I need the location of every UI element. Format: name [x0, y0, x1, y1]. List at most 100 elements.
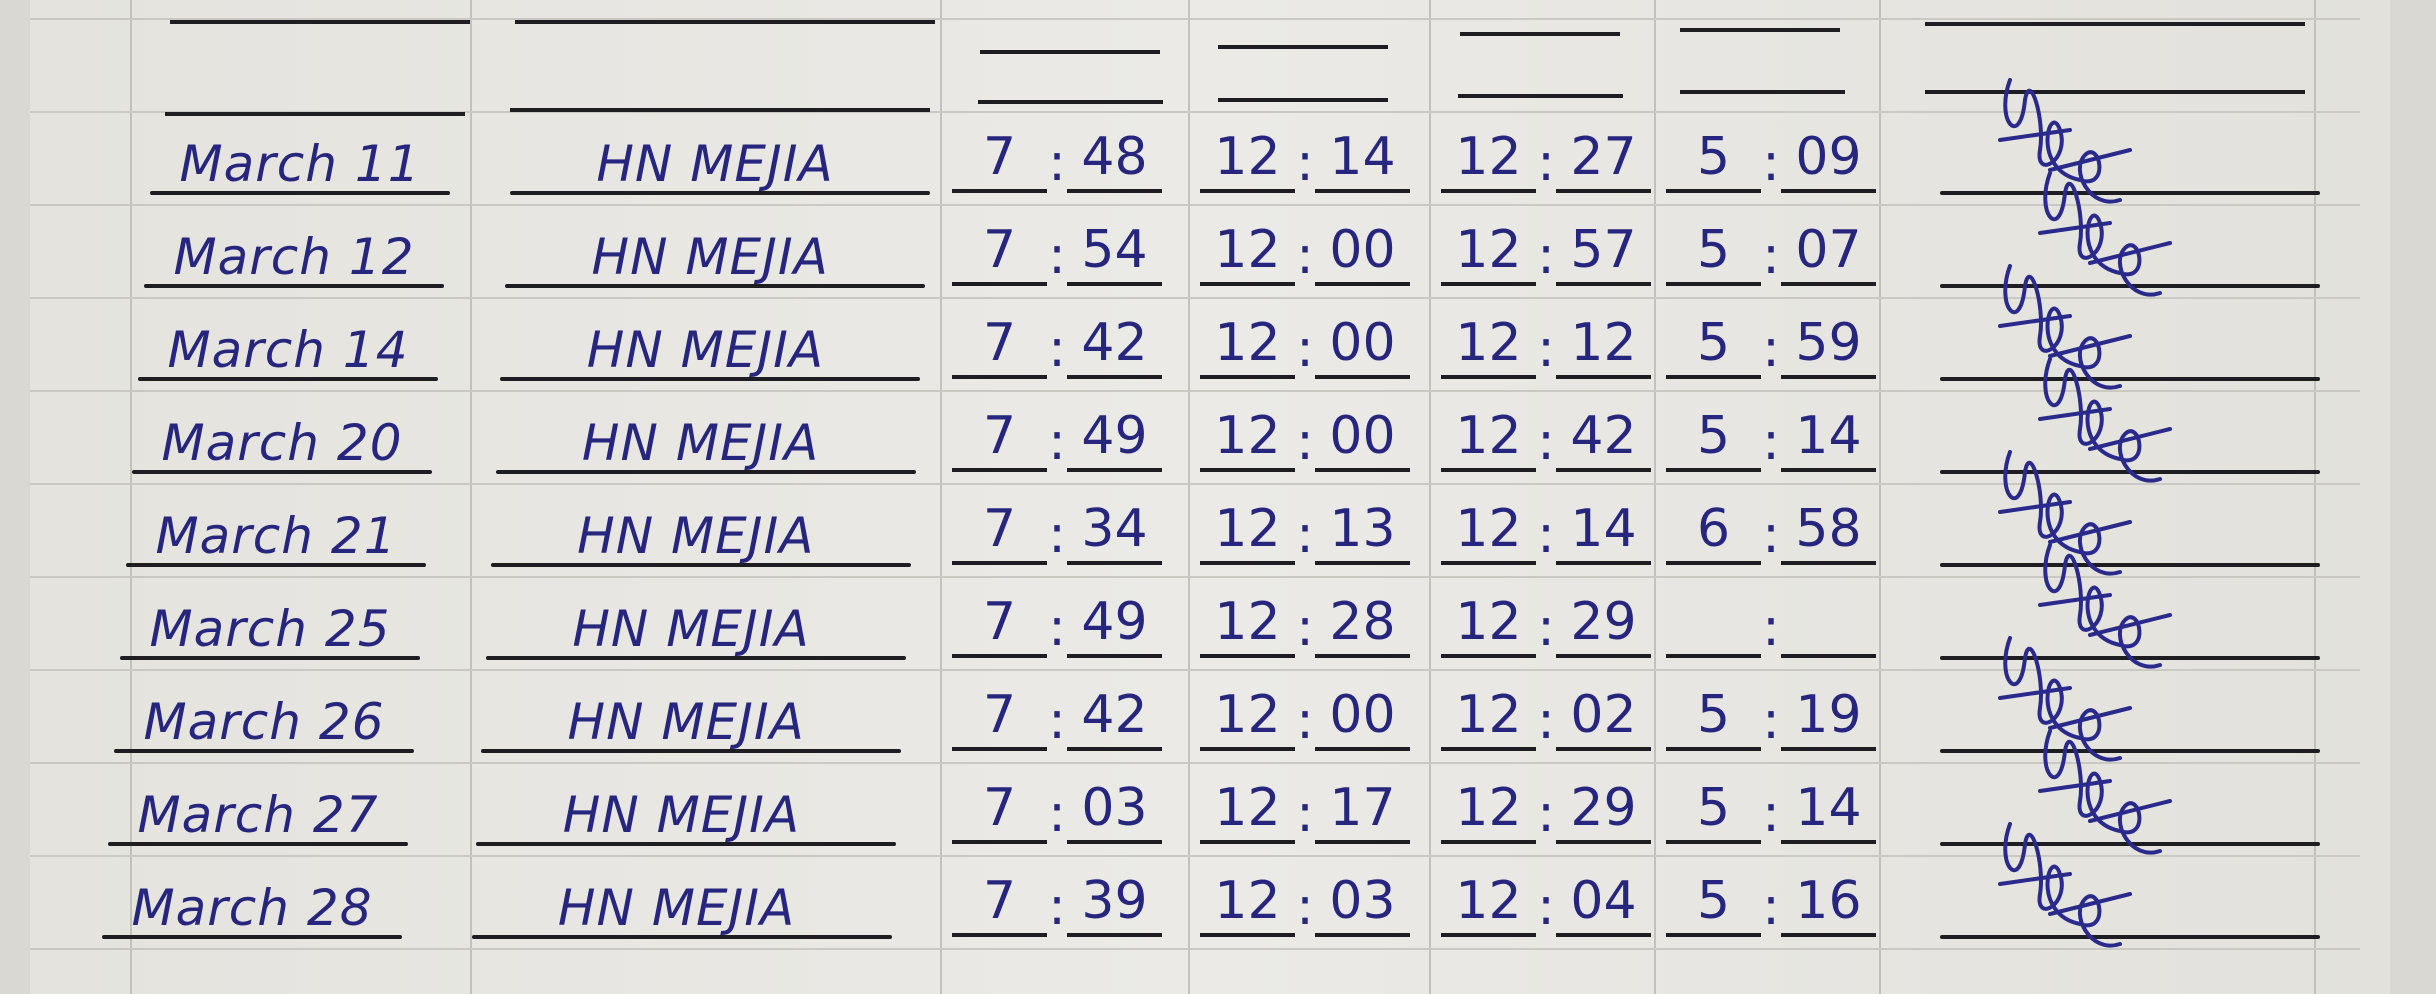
colon: :: [1537, 784, 1555, 844]
time-out-time: 6:58: [1666, 499, 1876, 565]
lunch-in-time: 12:42: [1441, 406, 1651, 472]
lunch-in-time: 12:29: [1441, 778, 1651, 844]
signature-icon: [1998, 264, 2132, 390]
colon: :: [1762, 598, 1780, 658]
time-in-time: 7:49: [952, 592, 1162, 658]
signature-underline: [1940, 935, 2320, 939]
blank-underline: [980, 50, 1160, 54]
blank-underline: [1680, 90, 1845, 94]
minute: 12: [1556, 313, 1651, 379]
grid-row-line: [30, 204, 2360, 206]
minute: 00: [1315, 313, 1410, 379]
date-cell: March 25: [149, 600, 391, 658]
grid-column-line: [1429, 0, 1431, 994]
minute: 13: [1315, 499, 1410, 565]
colon: :: [1296, 226, 1314, 286]
table-row: March 28 HN MEJIA 7:39 12:03 12:04 5:16: [0, 822, 2436, 948]
colon: :: [1296, 319, 1314, 379]
lunch-in-time: 12:29: [1441, 592, 1651, 658]
minute: 00: [1315, 685, 1410, 751]
minute: 54: [1067, 220, 1162, 286]
colon: :: [1048, 691, 1066, 751]
minute: 58: [1781, 499, 1876, 565]
grid-column-line: [1879, 0, 1881, 994]
hour: 5: [1666, 313, 1761, 379]
table-row: March 26 HN MEJIA 7:42 12:00 12:02 5:19: [0, 636, 2436, 762]
minute: [1781, 652, 1876, 658]
hour: 7: [952, 871, 1047, 937]
time-out-time: 5:19: [1666, 685, 1876, 751]
time-out-time: 5:16: [1666, 871, 1876, 937]
date-underline: [132, 470, 432, 474]
name-cell: HN MEJIA: [557, 879, 796, 937]
hour: 7: [952, 313, 1047, 379]
time-in-time: 7:42: [952, 313, 1162, 379]
hour: 12: [1441, 127, 1536, 193]
time-in-time: 7:48: [952, 127, 1162, 193]
minute: 57: [1556, 220, 1651, 286]
minute: 16: [1781, 871, 1876, 937]
name-underline: [500, 377, 921, 381]
hour: 7: [952, 406, 1047, 472]
signature-icon: [1998, 78, 2132, 204]
hour: 5: [1666, 127, 1761, 193]
signature-underline: [1940, 191, 2320, 195]
table-row: March 21 HN MEJIA 7:34 12:13 12:14 6:58: [0, 450, 2436, 576]
colon: :: [1537, 505, 1555, 565]
minute: 02: [1556, 685, 1651, 751]
hour: 6: [1666, 499, 1761, 565]
hour: 7: [952, 685, 1047, 751]
signature-underline: [1940, 563, 2320, 567]
hour: 7: [952, 127, 1047, 193]
signature-icon: [1998, 822, 2132, 948]
blank-underline: [515, 20, 935, 24]
colon: :: [1537, 319, 1555, 379]
colon: :: [1048, 319, 1066, 379]
time-in-time: 7:03: [952, 778, 1162, 844]
hour: 5: [1666, 220, 1761, 286]
name-underline: [490, 563, 911, 567]
name-underline: [505, 284, 926, 288]
grid-column-line: [1654, 0, 1656, 994]
minute: 03: [1067, 778, 1162, 844]
blank-underline: [1460, 32, 1620, 36]
name-underline: [486, 656, 906, 660]
hour: 12: [1441, 592, 1536, 658]
lunch-out-time: 12:28: [1200, 592, 1410, 658]
colon: :: [1762, 412, 1780, 472]
hour: 7: [952, 592, 1047, 658]
blank-underline: [1218, 45, 1388, 49]
name-cell: HN MEJIA: [572, 600, 810, 658]
date-cell: March 21: [155, 507, 397, 565]
lunch-out-time: 12:03: [1200, 871, 1410, 937]
signature-icon: [1998, 636, 2132, 762]
blank-underline: [165, 112, 465, 116]
time-out-time: 5:14: [1666, 406, 1876, 472]
date-underline: [114, 749, 414, 753]
lunch-out-time: 12:13: [1200, 499, 1410, 565]
hour: 12: [1441, 778, 1536, 844]
hour: 7: [952, 499, 1047, 565]
table-row: March 20 HN MEJIA 7:49 12:00 12:42 5:14: [0, 357, 2436, 483]
minute: 48: [1067, 127, 1162, 193]
date-cell: March 14: [167, 321, 409, 379]
time-out-time: 5:59: [1666, 313, 1876, 379]
blank-underline: [510, 108, 930, 112]
lunch-out-time: 12:00: [1200, 685, 1410, 751]
minute: 00: [1315, 220, 1410, 286]
minute: 29: [1556, 592, 1651, 658]
signature-icon: [2038, 729, 2172, 855]
hour: 12: [1200, 871, 1295, 937]
grid-row-line: [30, 111, 2360, 113]
minute: 34: [1067, 499, 1162, 565]
time-in-time: 7:42: [952, 685, 1162, 751]
name-cell: HN MEJIA: [591, 228, 829, 286]
minute: 59: [1781, 313, 1876, 379]
signature-icon: [1998, 450, 2132, 576]
hour: 12: [1200, 127, 1295, 193]
colon: :: [1537, 226, 1555, 286]
name-cell: HN MEJIA: [567, 693, 805, 751]
colon: :: [1048, 598, 1066, 658]
colon: :: [1762, 784, 1780, 844]
minute: 39: [1067, 871, 1162, 937]
